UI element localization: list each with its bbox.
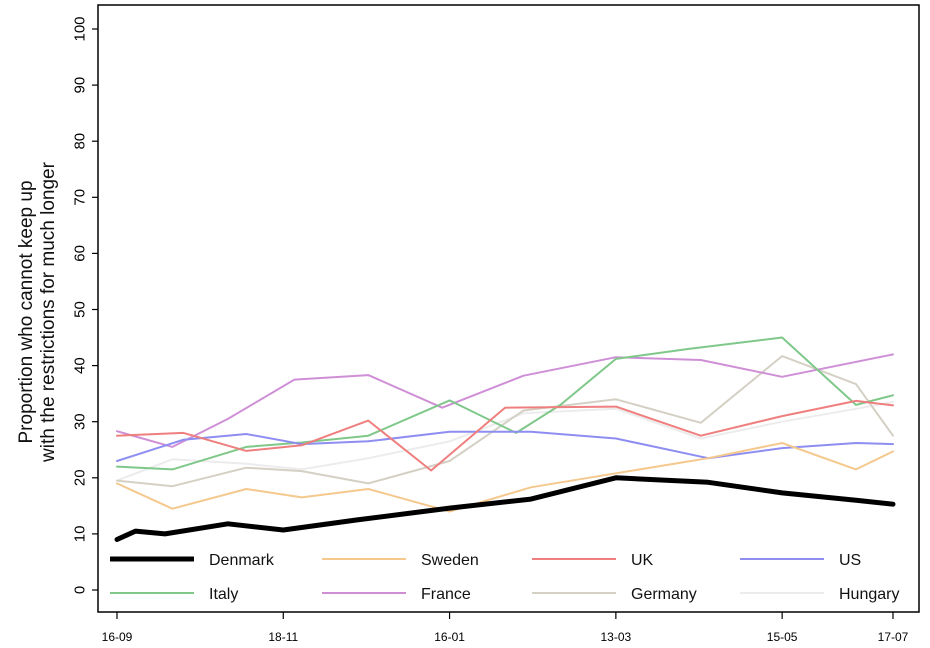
series-line-italy xyxy=(116,336,894,471)
y-tick-label: 40 xyxy=(72,357,89,374)
legend-label-denmark: Denmark xyxy=(209,552,275,569)
legend-label-sweden: Sweden xyxy=(421,552,479,569)
legend-label-hungary: Hungary xyxy=(839,586,899,603)
series-line-uk xyxy=(116,399,894,472)
legend-label-germany: Germany xyxy=(631,586,697,603)
x-tick-label: 13-03 xyxy=(601,630,632,644)
y-tick-label: 90 xyxy=(72,77,89,94)
legend-label-italy: Italy xyxy=(209,586,238,603)
series-line-france xyxy=(116,353,894,448)
plot-frame xyxy=(97,4,920,613)
legend-label-france: France xyxy=(421,586,471,603)
y-tick-label: 70 xyxy=(72,189,89,206)
series-line-germany xyxy=(116,355,894,488)
y-axis-label-line-1: Proportion who cannot keep up xyxy=(16,180,37,443)
y-tick-label: 50 xyxy=(72,301,89,318)
x-tick-label: 16-01 xyxy=(434,630,465,644)
y-tick-label: 30 xyxy=(72,413,89,430)
y-tick-label: 0 xyxy=(72,586,89,594)
x-tick-label: 18-11 xyxy=(268,630,298,644)
y-tick-label: 100 xyxy=(72,16,89,41)
series-layer xyxy=(114,336,896,542)
y-tick-label: 80 xyxy=(72,133,89,150)
legend-label-uk: UK xyxy=(631,552,654,569)
y-axis-label-line-2: with the restrictions for much longer xyxy=(38,161,59,463)
legend: Denmark Sweden UK US Italy France Germany Hunga… xyxy=(110,552,899,603)
series-line-hungary xyxy=(116,401,894,482)
x-tick-label: 16-09 xyxy=(102,630,133,644)
y-tick-label: 20 xyxy=(72,469,89,486)
y-tick-label: 60 xyxy=(72,245,89,262)
y-tick-label: 10 xyxy=(72,526,89,543)
x-tick-label: 15-05 xyxy=(767,630,798,644)
series-line-denmark xyxy=(114,475,896,542)
x-axis: 16-09 18-11 16-01 13-03 15-05 17-07 xyxy=(102,612,909,644)
legend-label-us: US xyxy=(839,552,861,569)
y-axis: 0 10 20 30 40 50 60 70 80 90 100 xyxy=(72,16,98,594)
series-line-sweden xyxy=(116,442,894,513)
x-tick-label: 17-07 xyxy=(878,630,909,644)
